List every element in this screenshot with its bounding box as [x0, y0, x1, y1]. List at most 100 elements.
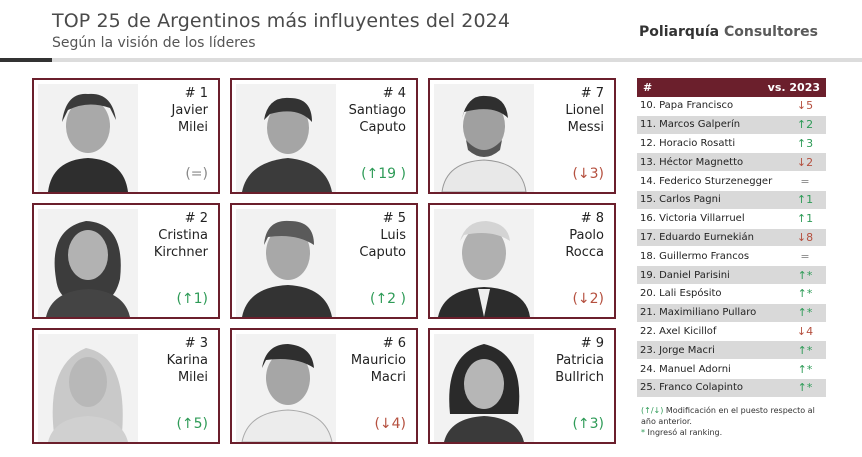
- portrait-icon: [434, 209, 534, 317]
- table-row-change: ↑1: [796, 193, 814, 207]
- card-change: (↑3): [572, 416, 604, 432]
- table-row-change: ↓2: [796, 155, 814, 169]
- table-row-change: ↑*: [797, 287, 813, 301]
- card-change: (↑5): [176, 416, 208, 432]
- table-row-change: ↑*: [797, 306, 813, 320]
- table-row: 14. Federico Sturzenegger =: [637, 172, 826, 191]
- card-name: Luis Caputo: [359, 228, 406, 260]
- card-name: Javier Milei: [171, 103, 208, 135]
- table-header-vs: vs. 2023: [767, 81, 820, 94]
- card-rank-9: # 9 Patricia Bullrich (↑3): [428, 328, 616, 444]
- footnote-text-2: Ingresó al ranking.: [647, 428, 723, 437]
- table-row-label: 11. Marcos Galperín: [640, 119, 741, 131]
- table-header: # vs. 2023: [637, 78, 826, 97]
- portrait-icon: [38, 334, 138, 442]
- table-row: 20. Lali Espósito ↑*: [637, 285, 826, 304]
- card-rank: # 8: [580, 211, 604, 226]
- card-rank: # 1: [184, 86, 208, 101]
- table-row-change: ↓5: [796, 99, 814, 113]
- table-row: 18. Guillermo Francos =: [637, 247, 826, 267]
- card-rank: # 6: [382, 336, 406, 351]
- card-rank-1: # 1 Javier Milei (=): [32, 78, 220, 194]
- table-row-change: ↑1: [796, 212, 814, 226]
- footnote: (↑/↓) Modificación en el puesto respecto…: [641, 405, 831, 438]
- card-name: Karina Milei: [166, 353, 208, 385]
- table-row: 17. Eduardo Eurnekián ↓8: [637, 228, 826, 248]
- table-row: 25. Franco Colapinto ↑*: [637, 378, 826, 398]
- table-row: 10. Papa Francisco ↓5: [637, 97, 826, 116]
- table-row-label: 21. Maximiliano Pullaro: [640, 307, 757, 319]
- table-row-change: ↑*: [797, 343, 813, 357]
- card-change: (↓4): [374, 416, 406, 432]
- ranking-table: # vs. 2023 10. Papa Francisco ↓5 11. Marco…: [637, 78, 826, 398]
- card-rank: # 5: [382, 211, 406, 226]
- table-row-change: =: [800, 174, 810, 188]
- portrait-icon: [38, 84, 138, 192]
- card-change: (=): [185, 166, 208, 182]
- table-row: 23. Jorge Macri ↑*: [637, 341, 826, 361]
- table-row: 16. Victoria Villarruel ↑1: [637, 210, 826, 229]
- portrait-icon: [236, 209, 336, 317]
- page-title: TOP 25 de Argentinos más influyentes del…: [52, 10, 511, 32]
- card-name: Patricia Bullrich: [555, 353, 604, 385]
- card-name: Cristina Kirchner: [153, 228, 208, 260]
- table-row-change: ↓4: [796, 324, 814, 338]
- card-name: Paolo Rocca: [565, 228, 604, 260]
- card-rank: # 7: [580, 86, 604, 101]
- card-rank: # 3: [184, 336, 208, 351]
- table-row-label: 13. Héctor Magnetto: [640, 156, 744, 168]
- table-row: 13. Héctor Magnetto ↓2: [637, 153, 826, 173]
- card-change: (↑2 ): [369, 291, 406, 307]
- portrait-icon: [236, 334, 336, 442]
- card-rank-3: # 3 Karina Milei (↑5): [32, 328, 220, 444]
- table-row-label: 19. Daniel Parisini: [640, 269, 730, 281]
- footnote-arrows: (↑/↓): [641, 406, 664, 415]
- card-change: (↓3): [572, 166, 604, 182]
- header-divider: [0, 58, 862, 62]
- table-row-change: ↑*: [797, 381, 813, 395]
- portrait-icon: [236, 84, 336, 192]
- portrait-icon: [38, 209, 138, 317]
- table-row: 22. Axel Kicillof ↓4: [637, 323, 826, 342]
- table-row-label: 25. Franco Colapinto: [640, 382, 743, 394]
- table-row-label: 23. Jorge Macri: [640, 344, 715, 356]
- card-rank-7: # 7 Lionel Messi (↓3): [428, 78, 616, 194]
- card-rank: # 2: [184, 211, 208, 226]
- table-row-label: 17. Eduardo Eurnekián: [640, 231, 754, 243]
- table-row-change: ↓8: [796, 230, 814, 244]
- table-row: 11. Marcos Galperín ↑2: [637, 115, 826, 135]
- table-row-label: 10. Papa Francisco: [640, 100, 734, 112]
- table-row-change: =: [800, 249, 810, 263]
- footnote-star: *: [641, 428, 645, 437]
- card-change: (↓2): [572, 291, 604, 307]
- table-row-change: ↑3: [796, 136, 814, 150]
- table-row-label: 15. Carlos Pagni: [640, 194, 721, 206]
- table-row: 24. Manuel Adorni ↑*: [637, 360, 826, 379]
- table-row-change: ↑*: [797, 268, 813, 282]
- table-header-rank: #: [643, 81, 653, 94]
- portrait-icon: [434, 84, 534, 192]
- card-rank-5: # 5 Luis Caputo (↑2 ): [230, 203, 418, 319]
- card-rank-6: # 6 Mauricio Macri (↓4): [230, 328, 418, 444]
- table-row: 21. Maximiliano Pullaro ↑*: [637, 303, 826, 323]
- table-row-label: 14. Federico Sturzenegger: [640, 175, 773, 187]
- card-rank: # 4: [382, 86, 406, 101]
- table-row: 19. Daniel Parisini ↑*: [637, 266, 826, 285]
- table-row-label: 12. Horacio Rosatti: [640, 137, 736, 149]
- table-row: 15. Carlos Pagni ↑1: [637, 190, 826, 210]
- table-row-label: 20. Lali Espósito: [640, 288, 722, 300]
- card-rank-4: # 4 Santiago Caputo (↑19 ): [230, 78, 418, 194]
- card-rank: # 9: [580, 336, 604, 351]
- portrait-icon: [434, 334, 534, 442]
- page-subtitle: Según la visión de los líderes: [52, 35, 256, 51]
- card-rank-2: # 2 Cristina Kirchner (↑1): [32, 203, 220, 319]
- brand-sub: Consultores: [723, 24, 818, 40]
- footnote-text-1: Modificación en el puesto respecto al añ…: [641, 406, 815, 426]
- table-row-label: 16. Victoria Villarruel: [640, 213, 745, 225]
- card-change: (↑1): [176, 291, 208, 307]
- card-rank-8: # 8 Paolo Rocca (↓2): [428, 203, 616, 319]
- table-row-label: 18. Guillermo Francos: [640, 250, 750, 262]
- card-name: Mauricio Macri: [350, 353, 406, 385]
- table-row-label: 24. Manuel Adorni: [640, 363, 731, 375]
- card-change: (↑19 ): [361, 166, 406, 182]
